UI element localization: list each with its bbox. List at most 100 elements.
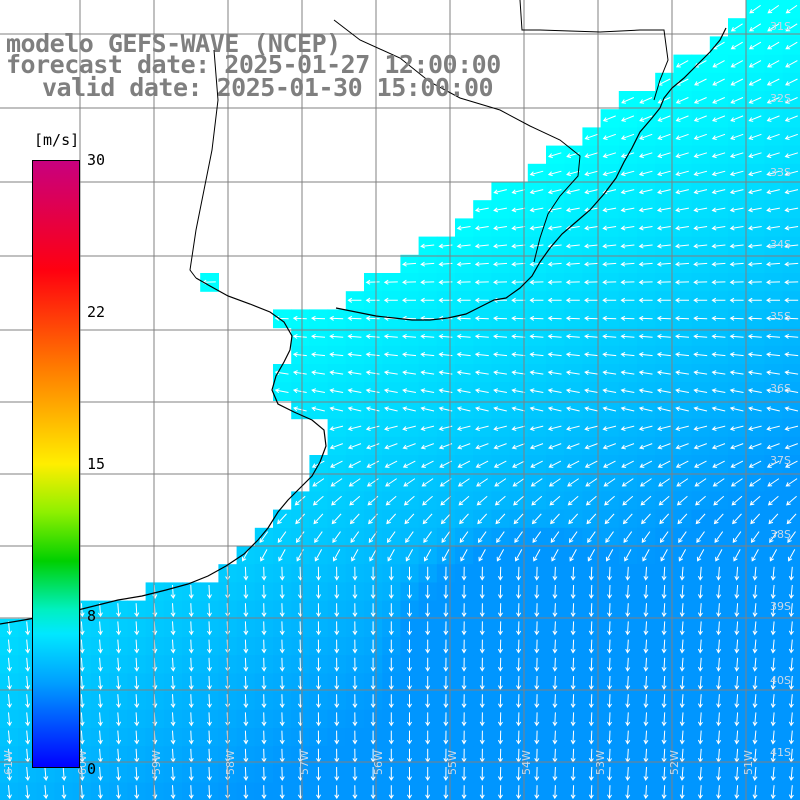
wind-arrow [752,657,758,672]
wind-arrow [25,621,31,636]
wind-arrow [584,170,598,177]
wind-arrow [386,531,396,543]
wind-arrow [97,639,103,654]
wind-arrow [716,785,722,800]
wind-arrow [188,639,194,654]
wind-arrow [697,566,703,581]
wind-arrow [675,443,689,450]
wind-arrow [329,352,344,357]
wind-arrow [6,657,12,672]
wind-arrow [659,513,670,525]
wind-arrow [170,657,176,672]
wind-arrow [443,584,449,599]
wind-arrow [602,115,616,122]
wind-arrow [476,478,488,487]
wind-arrow [370,785,376,800]
wind-arrow [588,566,594,581]
wind-arrow [479,603,485,618]
wind-arrow [657,170,671,177]
wind-arrow [569,549,577,562]
wind-arrow [638,388,653,394]
wind-arrow [206,694,212,709]
wind-arrow [675,170,689,177]
wind-arrow [729,170,744,177]
wind-arrow [711,189,726,195]
lat-label: 37S [770,454,791,467]
wind-arrow [748,460,762,468]
wind-arrow [516,785,522,800]
wind-arrow [693,152,708,159]
wind-arrow [425,785,431,800]
wind-arrow [570,584,576,599]
wind-arrow [516,730,522,745]
wind-arrow [584,297,598,303]
wind-arrow [443,730,449,745]
wind-arrow [785,41,798,50]
wind-arrow [675,297,689,303]
wind-arrow [784,207,799,213]
wind-arrow [784,388,799,394]
wind-arrow [497,657,503,672]
wind-arrow [25,766,31,781]
wind-arrow [784,279,799,285]
wind-arrow [512,460,525,468]
wind-arrow [661,712,667,727]
wind-arrow [566,425,580,431]
wind-arrow [785,478,798,487]
wind-arrow [516,603,522,618]
wind-arrow [512,478,525,487]
wind-arrow [605,531,614,543]
wind-arrow [406,657,413,672]
wind-arrow [693,207,708,213]
wind-arrow [534,694,540,709]
wind-arrow [443,712,449,727]
wind-arrow [170,712,176,727]
wind-arrow [605,549,614,562]
wind-arrow [347,333,362,339]
wind-arrow [443,694,449,709]
wind-arrow [675,406,689,412]
wind-arrow [494,495,506,506]
wind-arrow [261,566,267,581]
lat-label: 34S [770,238,791,251]
wind-arrow [784,189,799,195]
wind-arrow [620,333,635,339]
wind-arrow [639,133,653,140]
wind-arrow [25,657,31,672]
wind-arrow [766,97,780,104]
wind-arrow [279,639,285,654]
wind-arrow [402,443,416,450]
wind-arrow [602,370,617,376]
wind-arrow [533,549,541,562]
wind-arrow [679,566,685,581]
wind-arrow [243,603,249,618]
wind-arrow [334,712,340,727]
wind-arrow [565,388,580,394]
wind-arrow [565,243,580,249]
wind-arrow [716,712,722,727]
wind-arrow [188,712,194,727]
wind-arrow [534,603,540,618]
wind-arrow [279,712,285,727]
wind-arrow [675,189,689,195]
wind-arrow [43,785,49,800]
wind-arrow [657,97,671,104]
wind-arrow [511,225,526,231]
wind-arrow [529,297,544,303]
wind-arrow [402,460,416,468]
wind-arrow [529,189,544,195]
wind-arrow [675,315,690,321]
wind-arrow [588,712,594,727]
wind-arrow [697,621,703,636]
wind-arrow [134,785,140,800]
wind-arrow [456,315,471,321]
wind-arrow [516,712,522,727]
wind-arrow [402,352,417,357]
wind-arrow [679,730,685,745]
wind-arrow [675,261,690,267]
wind-arrow [734,566,740,581]
wind-arrow [730,443,744,450]
wind-arrow [97,694,103,709]
wind-arrow [570,675,576,690]
wind-arrow [493,243,508,249]
